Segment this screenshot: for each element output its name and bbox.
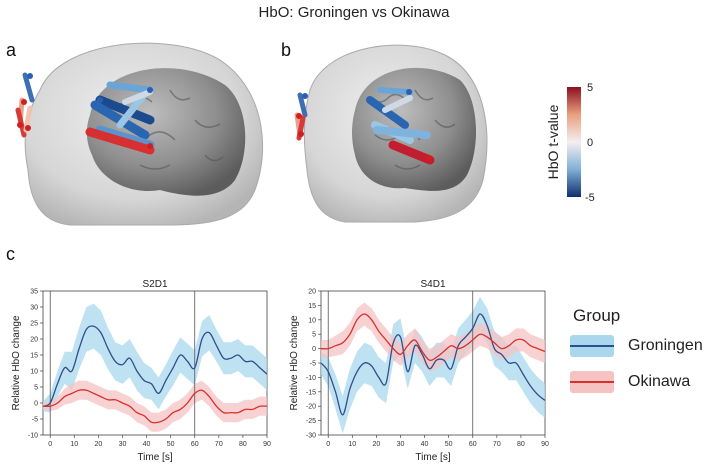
y-tick-label: -5 [32,417,38,424]
series-line-okinawa [320,313,546,361]
y-tick-label: 10 [308,317,316,324]
colorbar: 5 0 -5 HbO t-value [545,82,595,204]
y-tick-label: 10 [30,369,38,376]
x-tick-label: 70 [493,441,501,448]
x-tick-label: 90 [541,441,549,448]
panel-label-c: c [6,244,15,264]
legend-swatches [570,335,614,393]
y-tick-label: 15 [308,303,316,310]
y-tick-label: 15 [30,353,38,360]
brain-render-a [15,42,264,226]
y-tick-label: 0 [312,346,316,353]
colorbar-gradient [567,87,581,197]
series-line-groningen [42,325,268,407]
legend-title: Group [573,306,621,325]
x-tick-label: 60 [191,441,199,448]
colorbar-tick-mid: 0 [587,137,593,149]
x-tick-label: 30 [119,441,127,448]
x-tick-label: 10 [70,441,78,448]
y-axis-label: Relative HbO change [289,315,300,410]
figure-title: HbO: Groningen vs Okinawa [258,4,450,21]
series-line-okinawa [42,389,268,424]
x-tick-label: 40 [421,441,429,448]
y-tick-label: 20 [308,289,316,296]
colorbar-tick-max: 5 [587,82,593,94]
ci-band-okinawa [43,380,267,432]
series-line-groningen [320,313,546,416]
x-tick-label: 0 [48,441,52,448]
y-tick-label: 25 [30,321,38,328]
x-tick-label: 30 [397,441,405,448]
x-tick-label: 0 [326,441,330,448]
y-tick-label: -10 [306,375,316,382]
chart-s2d1: S2D1 -10 -5 0 5 10 15 20 25 30 35 0 10 20 30 40 50 60 70 80… [11,279,271,463]
legend-label-okinawa: Okinawa [628,373,691,390]
x-tick-label: 60 [469,441,477,448]
y-tick-label: 20 [30,337,38,344]
y-tick-label: -20 [306,404,316,411]
x-tick-label: 10 [348,441,356,448]
y-tick-label: 0 [34,401,38,408]
colorbar-label: HbO t-value [545,104,561,179]
y-tick-label: 30 [30,305,38,312]
x-tick-label: 80 [517,441,525,448]
ci-band-okinawa [321,302,545,372]
x-tick-label: 90 [263,441,271,448]
colorbar-tick-min: -5 [585,192,595,204]
y-tick-label: -5 [310,361,316,368]
x-axis-label: Time [s] [415,452,450,463]
y-axis-label: Relative HbO change [11,315,22,410]
y-tick-label: 5 [312,332,316,339]
chart-title: S2D1 [142,279,167,290]
y-tick-label: -30 [306,433,316,440]
x-tick-label: 50 [445,441,453,448]
x-tick-label: 50 [167,441,175,448]
y-tick-label: -25 [306,418,316,425]
legend-label-groningen: Groningen [628,337,703,354]
chart-title: S4D1 [420,279,445,290]
x-tick-label: 40 [143,441,151,448]
panel-label-b: b [281,40,292,60]
x-tick-label: 70 [215,441,223,448]
x-tick-label: 20 [372,441,380,448]
x-tick-label: 80 [239,441,247,448]
brain-render-b [294,44,488,223]
panel-label-a: a [6,40,17,60]
y-tick-label: -15 [306,389,316,396]
y-tick-label: -10 [28,433,38,440]
x-tick-label: 20 [94,441,102,448]
chart-s4d1: S4D1 -30 -25 -20 -15 -10 -5 0 5 10 15 20 0 10 20 30 40 50… [289,279,549,463]
x-axis-label: Time [s] [137,452,172,463]
y-tick-label: 35 [30,289,38,296]
y-tick-label: 5 [34,385,38,392]
